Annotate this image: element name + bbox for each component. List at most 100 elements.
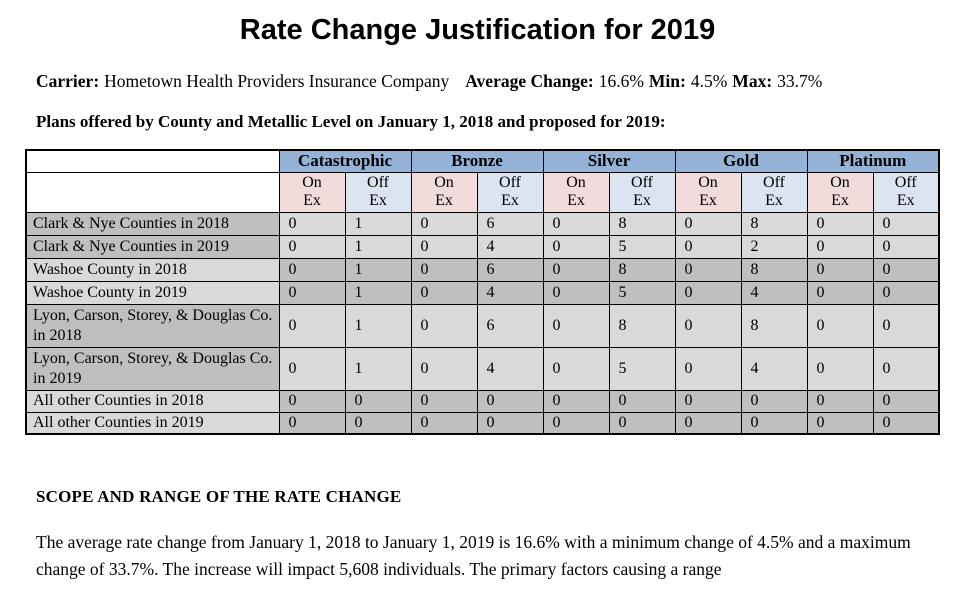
ex-label: Ex xyxy=(633,192,651,209)
ex-label: Ex xyxy=(699,192,717,209)
max-label: Max: xyxy=(732,71,773,91)
cell-value: 0 xyxy=(806,234,874,259)
cell-value: 0 xyxy=(278,389,346,413)
average-change-label: Average Change: xyxy=(465,71,594,91)
cell-value: 0 xyxy=(806,280,874,305)
cell-value: 0 xyxy=(344,411,412,435)
cell-value: 0 xyxy=(410,303,478,348)
cell-value: 0 xyxy=(674,389,742,413)
table-row-washoe-2019: Washoe County in 2019 0 1 0 4 0 5 0 4 0 … xyxy=(25,280,940,305)
cell-value: 0 xyxy=(278,280,346,305)
cell-value: 8 xyxy=(740,303,808,348)
cell-value: 1 xyxy=(344,303,412,348)
ex-label: Ex xyxy=(765,192,783,209)
document-page: Rate Change Justification for 2019 Carri… xyxy=(0,14,955,599)
off-label: Off xyxy=(631,173,653,191)
cell-value: 1 xyxy=(344,257,412,282)
cell-value: 2 xyxy=(740,234,808,259)
cell-value: 6 xyxy=(476,257,544,282)
cell-value: 0 xyxy=(872,303,940,348)
cell-value: 0 xyxy=(278,411,346,435)
off-ex-header: Off Ex xyxy=(872,171,940,213)
cell-value: 4 xyxy=(476,346,544,391)
metal-header-gold: Gold xyxy=(674,149,808,173)
cell-value: 0 xyxy=(872,280,940,305)
cell-value: 8 xyxy=(608,257,676,282)
page-title: Rate Change Justification for 2019 xyxy=(239,14,716,46)
cell-value: 1 xyxy=(344,234,412,259)
cell-value: 0 xyxy=(410,280,478,305)
cell-value: 0 xyxy=(806,257,874,282)
on-ex-header: On Ex xyxy=(806,171,874,213)
cell-value: 0 xyxy=(542,389,610,413)
cell-value: 0 xyxy=(608,389,676,413)
cell-value: 0 xyxy=(872,411,940,435)
ex-label: Ex xyxy=(831,192,849,209)
cell-value: 0 xyxy=(542,411,610,435)
cell-value: 0 xyxy=(278,211,346,236)
cell-value: 0 xyxy=(806,211,874,236)
cell-value: 4 xyxy=(476,234,544,259)
plans-table: Catastrophic Bronze Silver Gold Platinum… xyxy=(25,149,940,435)
cell-value: 5 xyxy=(608,280,676,305)
cell-value: 4 xyxy=(740,346,808,391)
cell-value: 0 xyxy=(542,280,610,305)
corner-cell-top xyxy=(25,149,280,173)
cell-value: 0 xyxy=(674,257,742,282)
row-label: Washoe County in 2018 xyxy=(25,257,280,282)
table-row-lyon-2018: Lyon, Carson, Storey, & Douglas Co. in 2… xyxy=(25,303,940,348)
corner-cell-bottom xyxy=(25,171,280,213)
cell-value: 0 xyxy=(476,411,544,435)
cell-value: 0 xyxy=(740,411,808,435)
row-label: Lyon, Carson, Storey, & Douglas Co. in 2… xyxy=(25,303,280,348)
cell-value: 0 xyxy=(740,389,808,413)
cell-value: 0 xyxy=(410,234,478,259)
cell-value: 1 xyxy=(344,211,412,236)
cell-value: 0 xyxy=(410,411,478,435)
ex-label: Ex xyxy=(369,192,387,209)
cell-value: 0 xyxy=(806,303,874,348)
on-label: On xyxy=(434,173,454,191)
cell-value: 8 xyxy=(740,211,808,236)
cell-value: 0 xyxy=(542,234,610,259)
off-label: Off xyxy=(499,173,521,191)
ex-label: Ex xyxy=(435,192,453,209)
cell-value: 0 xyxy=(806,346,874,391)
cell-value: 0 xyxy=(674,280,742,305)
ex-label: Ex xyxy=(896,192,915,209)
cell-value: 0 xyxy=(872,346,940,391)
on-ex-header: On Ex xyxy=(278,171,346,213)
cell-value: 0 xyxy=(608,411,676,435)
metal-header-platinum: Platinum xyxy=(806,149,940,173)
carrier-meta-line: Carrier: Hometown Health Providers Insura… xyxy=(36,71,931,92)
cell-value: 5 xyxy=(608,234,676,259)
average-change-value: 16.6% xyxy=(598,71,644,91)
min-value: 4.5% xyxy=(690,71,728,91)
cell-value: 0 xyxy=(410,211,478,236)
row-label: All other Counties in 2018 xyxy=(25,389,280,413)
cell-value: 0 xyxy=(344,389,412,413)
min-label: Min: xyxy=(648,71,686,91)
table-row-washoe-2018: Washoe County in 2018 0 1 0 6 0 8 0 8 0 … xyxy=(25,257,940,282)
cell-value: 0 xyxy=(872,211,940,236)
cell-value: 0 xyxy=(476,389,544,413)
on-ex-header: On Ex xyxy=(410,171,478,213)
cell-value: 0 xyxy=(542,346,610,391)
row-label: Clark & Nye Counties in 2019 xyxy=(25,234,280,259)
cell-value: 6 xyxy=(476,211,544,236)
metal-header-silver: Silver xyxy=(542,149,676,173)
on-ex-header: On Ex xyxy=(674,171,742,213)
cell-value: 0 xyxy=(278,346,346,391)
table-row-clark-2018: Clark & Nye Counties in 2018 0 1 0 6 0 8… xyxy=(25,211,940,236)
row-label: Lyon, Carson, Storey, & Douglas Co. in 2… xyxy=(25,346,280,391)
cell-value: 0 xyxy=(410,257,478,282)
cell-value: 0 xyxy=(674,234,742,259)
table-row-lyon-2019: Lyon, Carson, Storey, & Douglas Co. in 2… xyxy=(25,346,940,391)
metal-header-row: Catastrophic Bronze Silver Gold Platinum xyxy=(25,149,940,173)
cell-value: 0 xyxy=(674,211,742,236)
metal-header-catastrophic: Catastrophic xyxy=(278,149,412,173)
table-row-other-2019: All other Counties in 2019 0 0 0 0 0 0 0… xyxy=(25,411,940,435)
cell-value: 0 xyxy=(542,303,610,348)
row-label: Washoe County in 2019 xyxy=(25,280,280,305)
off-label: Off xyxy=(894,173,917,191)
